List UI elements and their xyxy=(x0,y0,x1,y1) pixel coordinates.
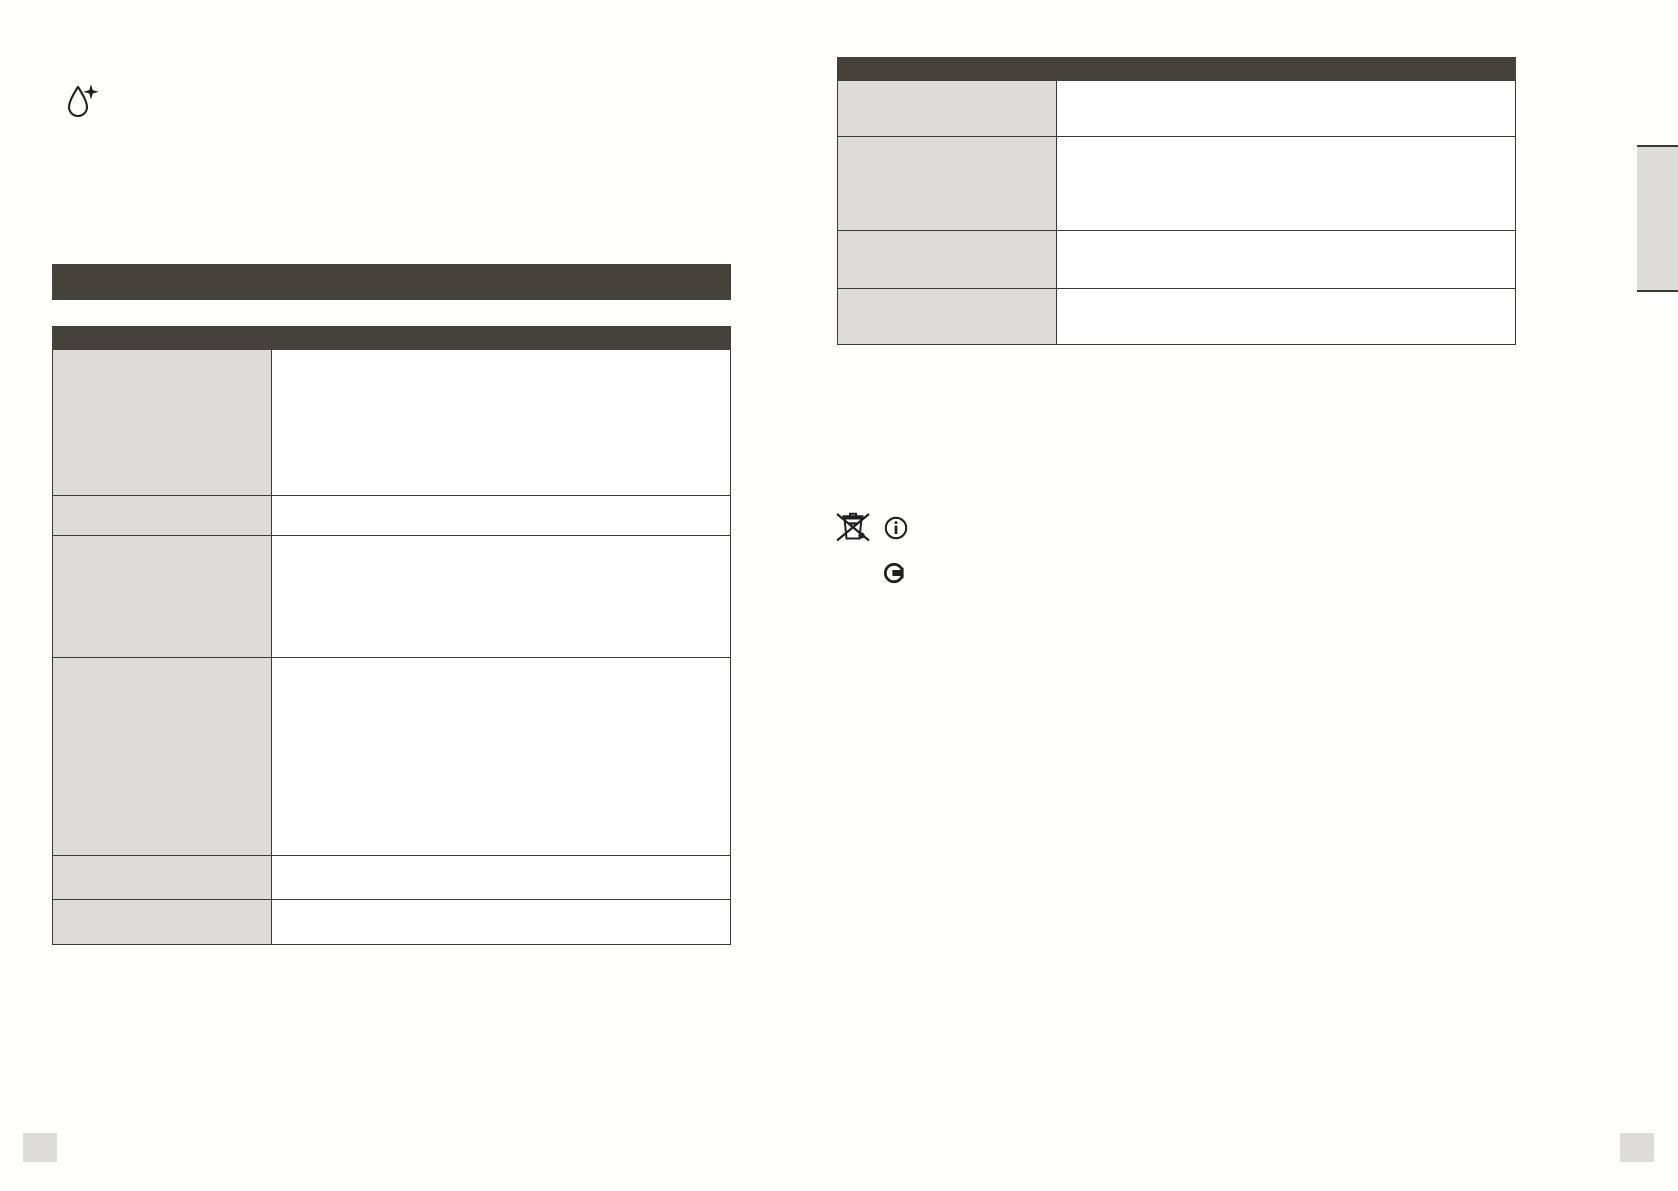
table-row xyxy=(52,899,731,945)
column-header-label xyxy=(52,326,272,350)
return-arrow-icon xyxy=(882,561,907,585)
row-value-cell xyxy=(1056,288,1516,345)
row-label-cell xyxy=(837,288,1057,345)
row-label-cell xyxy=(52,855,272,900)
table-header-row xyxy=(837,57,1516,81)
droplet-sparkle-icon xyxy=(60,78,106,124)
row-label-cell xyxy=(52,535,272,658)
table-row xyxy=(52,657,731,856)
table-row xyxy=(837,230,1516,289)
table-row xyxy=(837,288,1516,345)
row-label-cell xyxy=(52,349,272,496)
column-header-label xyxy=(837,57,1057,81)
column-header-value xyxy=(1056,57,1516,81)
column-header-value xyxy=(271,326,731,350)
row-value-cell xyxy=(271,657,731,856)
table-row xyxy=(52,535,731,658)
corner-block-left xyxy=(23,1133,57,1162)
page-edge-tab xyxy=(1637,145,1678,292)
row-value-cell xyxy=(271,855,731,900)
row-label-cell xyxy=(837,136,1057,231)
row-value-cell xyxy=(271,899,731,945)
row-label-cell xyxy=(837,230,1057,289)
info-circle-icon xyxy=(884,516,908,540)
corner-block-right xyxy=(1620,1133,1654,1162)
table-row xyxy=(52,855,731,900)
left-section-title-bar xyxy=(52,264,731,300)
row-value-cell xyxy=(1056,80,1516,137)
table-header-row xyxy=(52,326,731,350)
row-value-cell xyxy=(271,349,731,496)
row-label-cell xyxy=(52,899,272,945)
table-row xyxy=(52,349,731,496)
left-specification-table xyxy=(52,326,731,945)
row-value-cell xyxy=(1056,136,1516,231)
row-label-cell xyxy=(52,657,272,856)
row-value-cell xyxy=(1056,230,1516,289)
row-value-cell xyxy=(271,535,731,658)
row-label-cell xyxy=(52,495,272,536)
row-label-cell xyxy=(837,80,1057,137)
table-row xyxy=(52,495,731,536)
table-row xyxy=(837,80,1516,137)
weee-crossed-out-bin-icon xyxy=(830,503,876,549)
row-value-cell xyxy=(271,495,731,536)
table-row xyxy=(837,136,1516,231)
right-specification-table xyxy=(837,57,1516,345)
